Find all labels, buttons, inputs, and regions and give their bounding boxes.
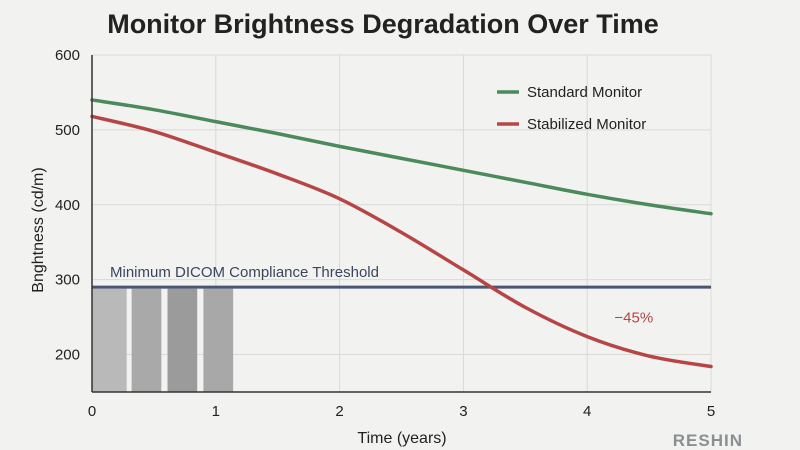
legend: Standard Monitor Stabilized Monitor <box>497 84 646 133</box>
bar <box>92 288 127 392</box>
x-tick-label: 1 <box>212 403 220 420</box>
bar <box>131 288 162 392</box>
x-tick-label: 5 <box>707 403 715 420</box>
tick-labels: 0 1 2 3 4 5 200 300 400 500 600 <box>55 47 715 420</box>
x-tick-label: 3 <box>459 403 467 420</box>
x-tick-label: 4 <box>583 403 591 420</box>
y-tick-label: 400 <box>55 197 80 214</box>
watermark-logo: RESHIN <box>673 431 743 450</box>
series-line-2 <box>90 114 713 369</box>
y-tick-label: 600 <box>55 47 80 64</box>
bar <box>203 288 234 392</box>
series-line-1 <box>90 98 713 216</box>
annotation-label: −45% <box>614 309 653 326</box>
bars <box>92 288 234 392</box>
bar <box>167 288 198 392</box>
y-tick-label: 200 <box>55 347 80 364</box>
y-tick-label: 300 <box>55 272 80 289</box>
threshold: Minimum DICOM Compliance Threshold <box>92 264 711 289</box>
legend-label: Stabilized Monitor <box>527 116 646 133</box>
threshold-label: Minimum DICOM Compliance Threshold <box>110 264 379 281</box>
x-axis-label: Time (years) <box>357 430 446 447</box>
axes <box>91 55 711 393</box>
x-tick-label: 0 <box>88 403 96 420</box>
y-axis-label: Bnghtness (cd/m) <box>30 167 47 292</box>
y-tick-label: 500 <box>55 122 80 139</box>
series-lines <box>90 98 713 369</box>
legend-label: Standard Monitor <box>527 84 642 101</box>
chart-title: Monitor Brightness Degradation Over Time <box>107 9 659 39</box>
annotations: −45% <box>614 309 653 326</box>
x-tick-label: 2 <box>335 403 343 420</box>
